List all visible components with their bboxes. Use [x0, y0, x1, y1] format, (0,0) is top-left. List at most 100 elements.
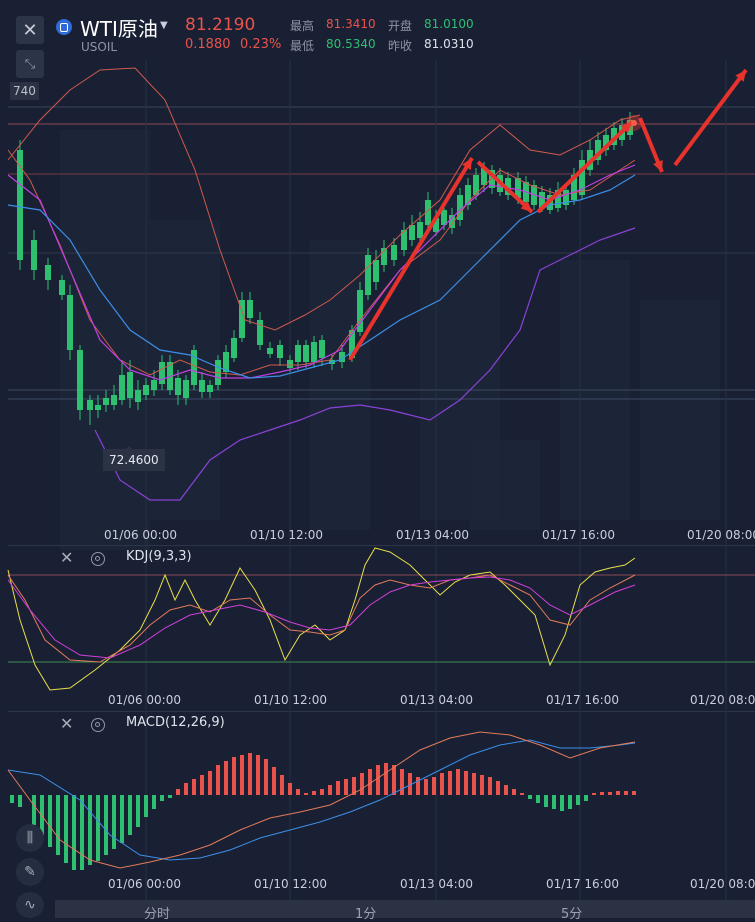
macd-settings-icon[interactable]	[91, 718, 105, 732]
ma-line	[7, 164, 636, 381]
time-label: 01/06 00:00	[108, 877, 181, 891]
indicator-tool-button[interactable]: ∿	[16, 892, 44, 918]
low-label: 最低	[290, 39, 315, 53]
candlestick	[223, 345, 229, 378]
time-label: 01/20 08:00	[690, 693, 755, 707]
candlestick	[563, 184, 569, 210]
macd-histogram-bar	[128, 795, 132, 835]
price-pulse	[631, 120, 637, 126]
candlestick	[505, 172, 511, 200]
kdj-d-line	[7, 576, 636, 659]
instrument-title[interactable]: WTI原油	[80, 17, 158, 41]
macd-histogram-bar	[392, 765, 396, 795]
macd-histogram-bar	[352, 777, 356, 795]
time-label: 01/13 04:00	[400, 693, 473, 707]
candlestick	[303, 340, 309, 368]
expand-button[interactable]: ⤡	[16, 50, 44, 78]
price-change-pct: 0.23%	[240, 37, 282, 52]
macd-histogram-bar	[272, 767, 276, 795]
candlestick	[207, 380, 213, 398]
candlestick	[277, 340, 283, 366]
macd-histogram-bar	[256, 755, 260, 795]
candlestick	[267, 342, 273, 358]
tab-5min[interactable]: 5分	[561, 907, 583, 922]
macd-histogram-bar	[624, 791, 628, 795]
time-label: 01/20 08:00	[687, 528, 755, 542]
candlestick	[571, 168, 577, 205]
macd-histogram-bar	[304, 793, 308, 795]
macd-histogram-bar	[192, 779, 196, 795]
close-macd-icon[interactable]: ✕	[60, 714, 74, 733]
macd-histogram-bar	[64, 795, 68, 863]
macd-histogram-bar	[88, 795, 92, 865]
candlestick	[17, 140, 23, 270]
macd-histogram-bar	[32, 795, 36, 825]
instrument-logo-icon	[56, 19, 72, 35]
macd-histogram-bar	[344, 779, 348, 795]
macd-histogram-bar	[328, 785, 332, 795]
trend-arrow	[476, 160, 534, 214]
macd-histogram-bar	[232, 757, 236, 795]
candlestick	[449, 208, 455, 234]
kdj-settings-icon[interactable]	[91, 552, 105, 566]
macd-histogram-bar	[536, 795, 540, 803]
macd-histogram-bar	[168, 795, 172, 798]
macd-histogram-bar	[72, 795, 76, 870]
tab-timeshare[interactable]: 分时	[144, 907, 171, 922]
prev-close-label: 昨收	[388, 39, 413, 53]
candlestick	[31, 230, 37, 280]
macd-histogram-bar	[496, 781, 500, 795]
macd-histogram-bar	[376, 765, 380, 795]
macd-histogram-bar	[176, 789, 180, 795]
macd-histogram-bar	[18, 795, 22, 807]
candlestick	[59, 275, 65, 300]
macd-histogram-bar	[592, 793, 596, 795]
macd-histogram-bar	[560, 795, 564, 811]
trend-arrow	[348, 156, 474, 362]
macd-histogram-bar	[608, 792, 612, 795]
macd-histogram-bar	[600, 792, 604, 795]
candlestick	[239, 292, 245, 342]
macd-histogram-bar	[104, 795, 108, 855]
low-value: 80.5340	[326, 37, 376, 51]
macd-histogram-bar	[448, 771, 452, 795]
macd-histogram-bar	[336, 781, 340, 795]
macd-histogram-bar	[296, 789, 300, 795]
candlestick	[159, 355, 165, 390]
candlestick	[143, 378, 149, 400]
time-label: 01/10 12:00	[250, 528, 323, 542]
chevron-down-icon[interactable]: ▼	[160, 20, 168, 31]
price-axis-tag: 740	[10, 82, 39, 100]
tab-1min[interactable]: 1分	[355, 907, 377, 922]
macd-histogram-bar	[136, 795, 140, 827]
candlestick	[95, 395, 101, 418]
macd-histogram-bar	[120, 795, 124, 843]
macd-histogram-bar	[408, 773, 412, 795]
macd-histogram-bar	[10, 795, 14, 803]
macd-histogram-bar	[224, 761, 228, 795]
macd-title: MACD(12,26,9)	[126, 715, 225, 730]
trend-arrow	[673, 68, 748, 167]
candlestick-icon: ⫼	[26, 830, 34, 846]
trend-arrow	[638, 117, 664, 173]
close-button[interactable]: ✕	[16, 16, 44, 44]
draw-tool-button[interactable]: ✎	[16, 858, 44, 886]
macd-histogram-bar	[424, 779, 428, 795]
macd-histogram-bar	[416, 777, 420, 795]
candlestick	[357, 282, 363, 336]
panel-divider	[8, 711, 755, 712]
close-icon: ✕	[22, 19, 38, 41]
macd-histogram-bar	[544, 795, 548, 807]
bollinger-upper	[7, 67, 641, 331]
close-kdj-icon[interactable]: ✕	[60, 548, 74, 567]
candlestick	[365, 248, 371, 300]
low-price-marker: 72.4600	[103, 446, 165, 471]
panel-divider	[8, 545, 755, 546]
quote-header: ✕ ⤡ WTI原油 ▼ USOIL 81.2190 0.1880 0.23% 最…	[0, 0, 755, 78]
macd-histogram-bar	[216, 765, 220, 795]
candlestick	[111, 385, 117, 410]
line-chart-icon: ∿	[24, 897, 36, 913]
candlestick-tool-button[interactable]: ⫼	[16, 824, 44, 852]
macd-histogram-bar	[528, 795, 532, 799]
